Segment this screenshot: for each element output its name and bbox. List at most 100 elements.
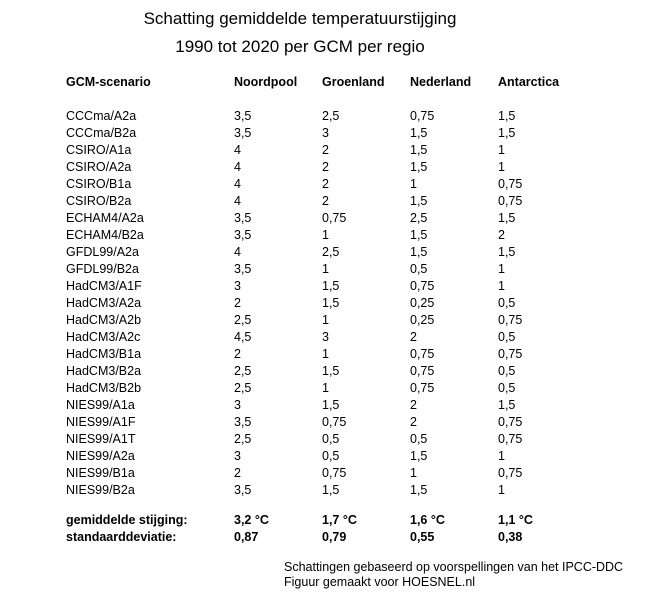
cell-noordpool: 4 [234,245,241,259]
cell-groenland: 1,5 [322,296,340,310]
summary-row-mean: gemiddelde stijging: 3,2 °C 1,7 °C 1,6 °C 1,… [66,512,578,529]
table-row: ECHAM4/B2a 3,5 1 1,5 2 [66,227,578,244]
cell-antarctica: 0,75 [498,177,523,191]
cell-scenario: CCCma/B2a [66,126,137,140]
cell-noordpool: 4 [234,194,241,208]
cell-nederland: 1 [410,177,417,191]
cell-nederland: 1,5 [410,449,428,463]
cell-scenario: ECHAM4/B2a [66,228,144,242]
cell-scenario: HadCM3/A2b [66,313,142,327]
cell-nederland: 1,5 [410,483,428,497]
table-row: HadCM3/B2b 2,5 1 0,75 0,5 [66,380,578,397]
table-row: NIES99/A1T 2,5 0,5 0,5 0,75 [66,431,578,448]
cell-antarctica: 0,5 [498,330,516,344]
cell-scenario: NIES99/B2a [66,483,135,497]
cell-antarctica: 0,75 [498,466,523,480]
cell-scenario: CSIRO/B1a [66,177,132,191]
cell-groenland: 1 [322,313,329,327]
cell-scenario: HadCM3/B1a [66,347,142,361]
table-row: HadCM3/B1a 2 1 0,75 0,75 [66,346,578,363]
cell-groenland: 1,5 [322,279,340,293]
cell-nederland: 0,75 [410,364,435,378]
cell-groenland: 2 [322,194,329,208]
cell-nederland: 1,5 [410,194,428,208]
cell-antarctica: 0,75 [498,194,523,208]
cell-noordpool: 3,5 [234,228,252,242]
cell-groenland: 1,5 [322,483,340,497]
summary-value: 0,87 [234,530,259,544]
cell-scenario: HadCM3/B2b [66,381,142,395]
cell-scenario: NIES99/A1T [66,432,136,446]
table-row: GFDL99/B2a 3,5 1 0,5 1 [66,261,578,278]
cell-groenland: 0,5 [322,432,340,446]
cell-nederland: 1,5 [410,245,428,259]
cell-scenario: NIES99/A1a [66,398,135,412]
cell-antarctica: 1,5 [498,109,516,123]
cell-antarctica: 2 [498,228,505,242]
spacer-cell [66,499,578,512]
cell-scenario: CSIRO/B2a [66,194,132,208]
cell-scenario: GFDL99/B2a [66,262,139,276]
cell-groenland: 2,5 [322,245,340,259]
cell-antarctica: 1 [498,262,505,276]
cell-groenland: 1 [322,347,329,361]
cell-antarctica: 1 [498,160,505,174]
summary-value: 1,1 °C [498,513,533,527]
cell-groenland: 0,5 [322,449,340,463]
table-row: CSIRO/A2a 4 2 1,5 1 [66,159,578,176]
summary-row-stdev: standaarddeviatie: 0,87 0,79 0,55 0,38 [66,529,578,546]
cell-nederland: 2 [410,330,417,344]
cell-groenland: 0,75 [322,211,347,225]
cell-scenario: HadCM3/A1F [66,279,142,293]
cell-noordpool: 3,5 [234,262,252,276]
cell-nederland: 1 [410,466,417,480]
summary-value: 0,55 [410,530,435,544]
cell-groenland: 1 [322,381,329,395]
summary-value: 1,7 °C [322,513,357,527]
cell-nederland: 0,75 [410,279,435,293]
title-line-2: 1990 tot 2020 per GCM per regio [175,37,425,56]
summary-value: 0,79 [322,530,347,544]
footer-source: Schattingen gebaseerd op voorspellingen … [284,560,624,574]
cell-noordpool: 4 [234,177,241,191]
table-spacer-row [66,499,578,512]
cell-groenland: 0,75 [322,415,347,429]
table-row: HadCM3/A2b 2,5 1 0,25 0,75 [66,312,578,329]
cell-nederland: 0,25 [410,313,435,327]
summary-label: standaarddeviatie: [66,530,177,544]
cell-nederland: 2 [410,415,417,429]
cell-noordpool: 3 [234,398,241,412]
cell-noordpool: 3,5 [234,109,252,123]
cell-scenario: HadCM3/A2c [66,330,141,344]
table-row: CSIRO/B2a 4 2 1,5 0,75 [66,193,578,210]
table-row: HadCM3/B2a 2,5 1,5 0,75 0,5 [66,363,578,380]
cell-scenario: HadCM3/B2a [66,364,142,378]
summary-label: gemiddelde stijging: [66,513,188,527]
cell-groenland: 2 [322,177,329,191]
cell-nederland: 0,25 [410,296,435,310]
summary-value: 1,6 °C [410,513,445,527]
cell-groenland: 2,5 [322,109,340,123]
cell-antarctica: 1 [498,143,505,157]
cell-scenario: GFDL99/A2a [66,245,139,259]
table-row: CSIRO/B1a 4 2 1 0,75 [66,176,578,193]
cell-nederland: 0,5 [410,262,428,276]
table-row: CCCma/A2a 3,5 2,5 0,75 1,5 [66,108,578,125]
cell-noordpool: 2 [234,296,241,310]
table-row: ECHAM4/A2a 3,5 0,75 2,5 1,5 [66,210,578,227]
cell-nederland: 1,5 [410,160,428,174]
cell-antarctica: 1 [498,279,505,293]
cell-groenland: 1,5 [322,364,340,378]
cell-nederland: 0,5 [410,432,428,446]
cell-noordpool: 3,5 [234,211,252,225]
table-row: NIES99/B1a 2 0,75 1 0,75 [66,465,578,482]
cell-noordpool: 2,5 [234,432,252,446]
cell-antarctica: 0,75 [498,432,523,446]
header-nederland: Nederland [410,74,472,89]
cell-antarctica: 0,5 [498,296,516,310]
cell-antarctica: 1,5 [498,211,516,225]
cell-antarctica: 0,5 [498,364,516,378]
table-row: NIES99/A1F 3,5 0,75 2 0,75 [66,414,578,431]
footer-credit: Figuur gemaakt voor HOESNEL.nl [284,575,476,589]
table-row: NIES99/A2a 3 0,5 1,5 1 [66,448,578,465]
